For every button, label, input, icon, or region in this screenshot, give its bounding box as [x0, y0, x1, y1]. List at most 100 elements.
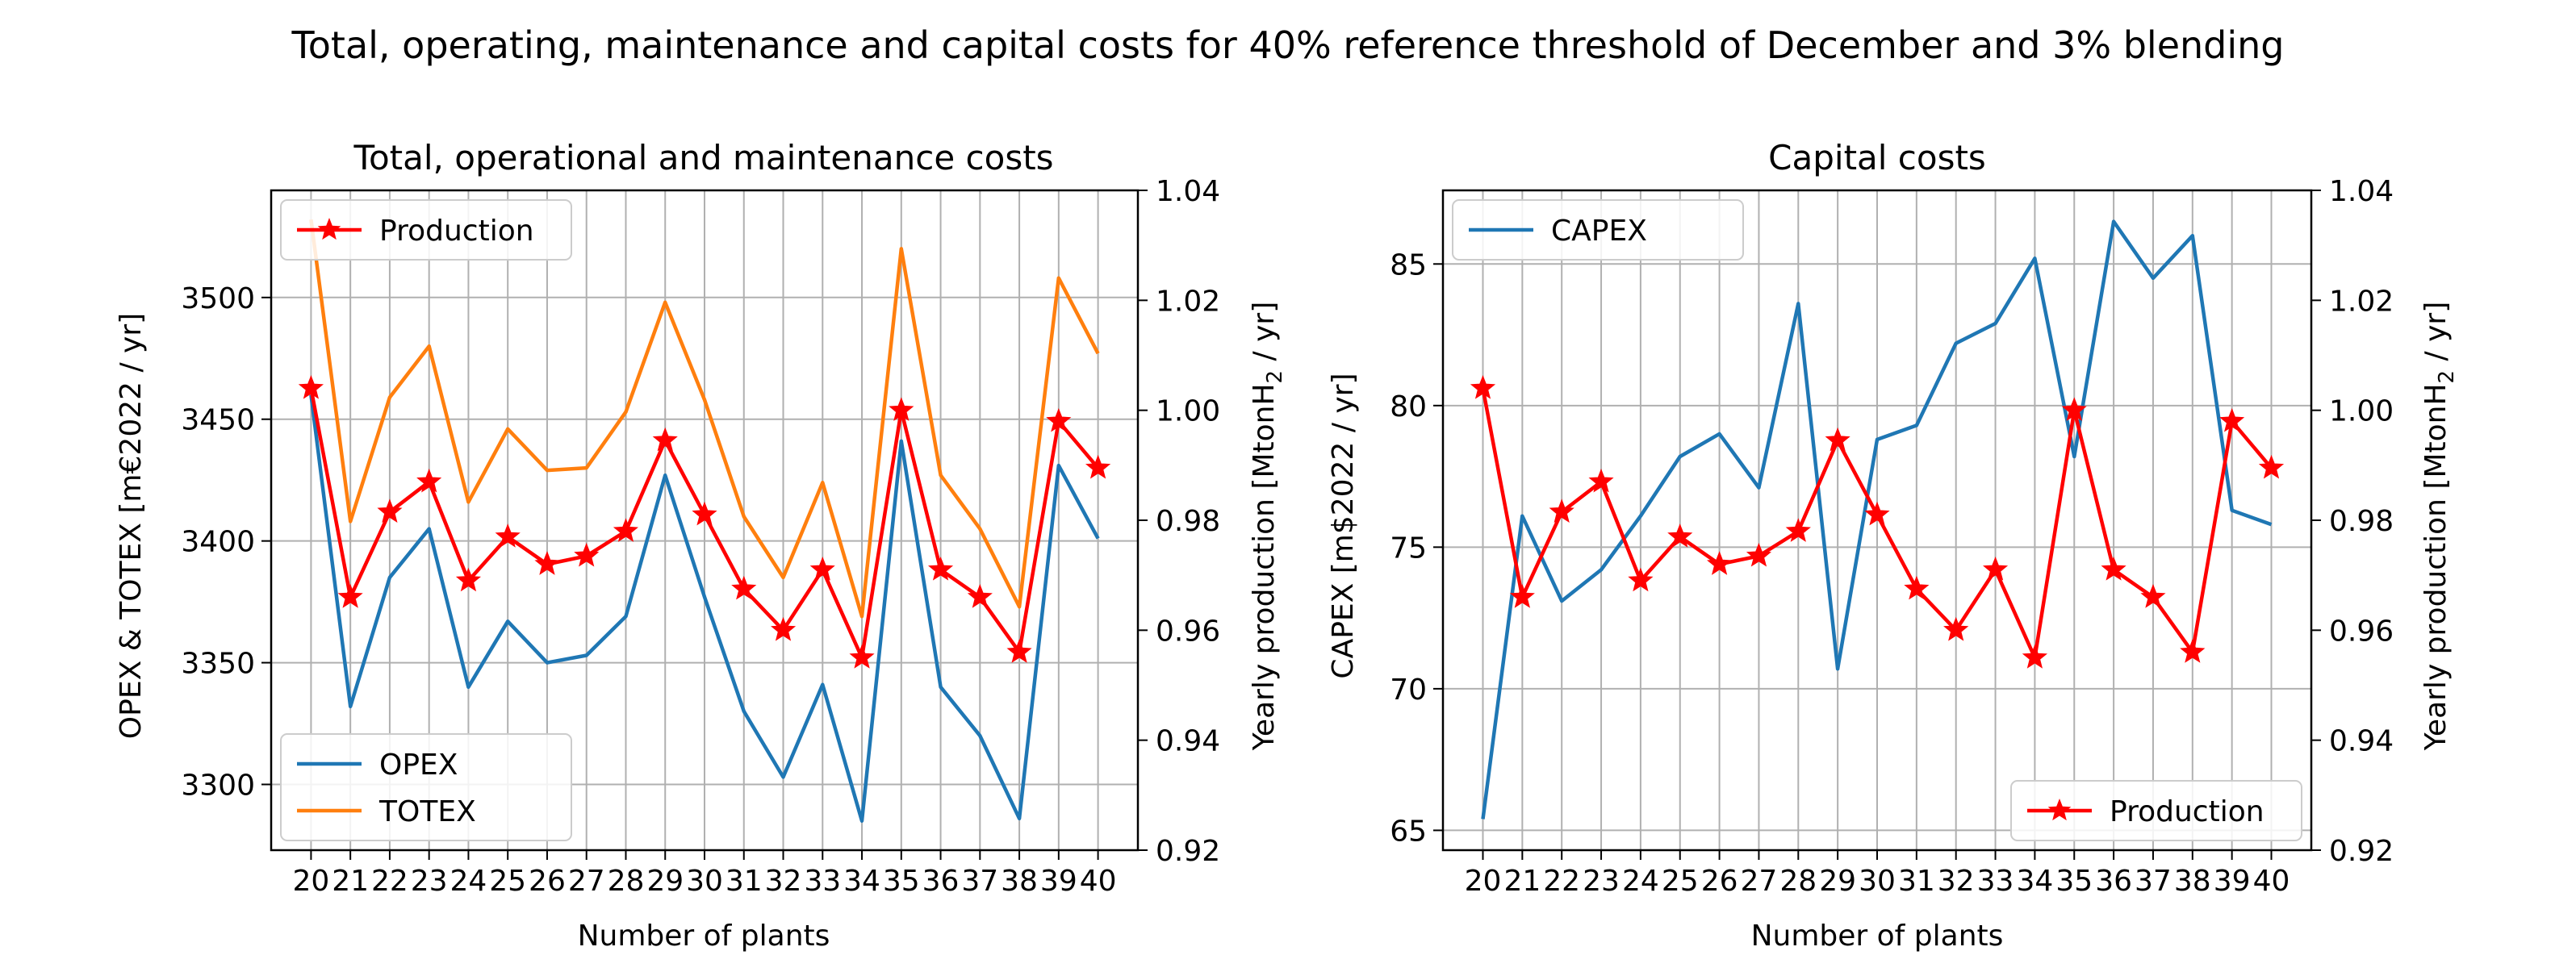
y2-tick-label: 0.96	[1156, 615, 1220, 648]
data-point-production	[2061, 397, 2087, 421]
x-tick-label: 26	[529, 865, 566, 898]
x-tick-label: 32	[765, 865, 802, 898]
y-axis-label: OPEX & TOTEX [m€2022 / yr]	[115, 313, 148, 739]
series-line-opex	[309, 394, 1100, 824]
y2-tick-label: 1.02	[1156, 285, 1220, 318]
x-tick-label: 25	[489, 865, 526, 898]
x-tick-label: 20	[292, 865, 329, 898]
x-tick-label: 21	[1503, 865, 1541, 898]
x-tick-label: 39	[1040, 865, 1077, 898]
x-tick-label: 20	[1465, 865, 1502, 898]
data-point-production	[849, 644, 875, 669]
data-point-production	[2101, 557, 2126, 581]
x-tick-label: 31	[1898, 865, 1935, 898]
x-tick-label: 40	[2253, 865, 2290, 898]
y-tick-label: 3350	[181, 648, 255, 681]
x-tick-label: 34	[843, 865, 880, 898]
x-axis-label: Number of plants	[578, 920, 830, 953]
legend-box	[1452, 199, 1744, 261]
x-tick-label: 31	[726, 865, 763, 898]
chart-title: Capital costs	[1768, 138, 1986, 177]
data-point-production	[2180, 639, 2206, 663]
legend-box	[2010, 780, 2302, 841]
data-point-production	[613, 518, 639, 542]
x-tick-label: 35	[2055, 865, 2093, 898]
x-tick-label: 30	[686, 865, 723, 898]
y-tick-label: 80	[1390, 390, 1427, 423]
x-tick-label: 38	[2174, 865, 2211, 898]
x-tick-label: 29	[1819, 865, 1856, 898]
x-tick-label: 26	[1701, 865, 1738, 898]
data-point-production	[2219, 407, 2245, 432]
y-tick-label: 3500	[181, 282, 255, 315]
data-point-production	[1943, 616, 1969, 641]
data-point-production	[928, 557, 954, 581]
series-line-capex	[1481, 219, 2273, 820]
legend-marker	[317, 218, 341, 240]
data-point-production	[2140, 584, 2166, 608]
y2-axis-label: Yearly production [MtonH2 / yr]	[1248, 302, 1287, 752]
x-tick-label: 24	[1622, 865, 1659, 898]
x-tick-label: 36	[2095, 865, 2132, 898]
data-point-production	[1706, 551, 1733, 575]
data-point-production	[1588, 468, 1614, 493]
x-tick-label: 27	[568, 865, 605, 898]
data-point-production	[495, 523, 521, 548]
y2-tick-label: 0.94	[2329, 725, 2394, 758]
x-tick-label: 33	[1977, 865, 2014, 898]
y-tick-label: 3300	[181, 770, 255, 803]
y2-tick-label: 0.92	[2329, 835, 2394, 868]
x-tick-label: 23	[1583, 865, 1620, 898]
data-point-production	[1628, 567, 1654, 592]
data-point-production	[1667, 523, 1693, 548]
data-point-production	[337, 584, 363, 608]
x-tick-label: 32	[1938, 865, 1975, 898]
data-point-production	[377, 498, 403, 523]
x-tick-label: 21	[332, 865, 369, 898]
x-tick-label: 24	[450, 865, 487, 898]
data-point-production	[889, 397, 914, 421]
y2-tick-label: 1.02	[2329, 285, 2394, 318]
x-tick-label: 27	[1741, 865, 1778, 898]
y-tick-label: 65	[1390, 815, 1427, 848]
legend-box	[280, 199, 572, 261]
x-tick-label: 22	[1543, 865, 1580, 898]
axes-frame	[1441, 189, 2313, 852]
x-tick-label: 25	[1662, 865, 1699, 898]
x-tick-label: 28	[1779, 865, 1817, 898]
y-tick-label: 70	[1390, 674, 1427, 707]
data-point-production	[1785, 518, 1811, 542]
y2-tick-label: 1.04	[2329, 175, 2394, 208]
y2-tick-label: 0.92	[1156, 835, 1220, 868]
chart-panel-costs: Total, operational and maintenance costs…	[115, 138, 1287, 953]
x-tick-label: 40	[1080, 865, 1117, 898]
x-tick-label: 30	[1859, 865, 1896, 898]
y2-tick-label: 0.96	[2329, 615, 2394, 648]
chart-panel-capital: Capital costs Number of plants CAPEX [m$…	[1327, 138, 2459, 953]
x-tick-label: 29	[646, 865, 684, 898]
legend-label: OPEX	[379, 749, 458, 782]
data-point-production	[1006, 639, 1032, 663]
legend: Production	[2010, 780, 2302, 841]
data-point-production	[652, 427, 678, 452]
data-point-production	[534, 551, 560, 575]
data-point-production	[967, 584, 993, 608]
data-point-production	[1549, 498, 1574, 523]
legend-label: Production	[2110, 795, 2264, 828]
y2-tick-label: 1.04	[1156, 175, 1220, 208]
legend: Production	[280, 199, 572, 261]
axes-frame	[270, 189, 1140, 852]
x-tick-label: 22	[371, 865, 408, 898]
data-point-production	[1085, 454, 1111, 479]
x-tick-label: 35	[883, 865, 920, 898]
x-tick-label: 37	[961, 865, 998, 898]
x-tick-label: 36	[922, 865, 960, 898]
legend: CAPEX	[1452, 199, 1744, 261]
x-tick-label: 39	[2214, 865, 2251, 898]
data-point-production	[416, 468, 442, 493]
data-point-production	[770, 616, 797, 641]
data-point-production	[2258, 454, 2285, 479]
legend: OPEX TOTEX	[280, 733, 572, 841]
legend-marker	[2047, 799, 2072, 821]
